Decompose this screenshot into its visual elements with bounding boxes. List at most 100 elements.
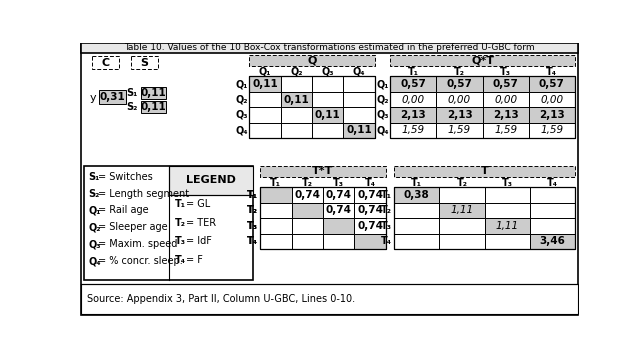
Text: T₂: T₂ xyxy=(247,206,258,215)
Text: 0,57: 0,57 xyxy=(493,79,519,89)
Bar xyxy=(529,76,575,92)
Text: 0,00: 0,00 xyxy=(494,94,517,105)
Text: 2,13: 2,13 xyxy=(447,110,473,120)
Bar xyxy=(354,234,386,249)
Text: T: T xyxy=(481,166,489,176)
Bar xyxy=(390,76,575,138)
Bar xyxy=(354,187,386,203)
Text: = GL: = GL xyxy=(186,199,210,209)
Text: Q₁: Q₁ xyxy=(88,206,100,215)
Text: 1,11: 1,11 xyxy=(450,206,473,215)
Text: 0,57: 0,57 xyxy=(447,79,473,89)
Bar xyxy=(437,107,483,123)
Bar xyxy=(131,56,158,69)
Text: Q₄: Q₄ xyxy=(235,125,248,135)
Text: 0,74: 0,74 xyxy=(357,206,383,215)
Bar xyxy=(439,234,485,249)
Bar xyxy=(390,107,437,123)
Bar xyxy=(323,203,354,218)
Bar xyxy=(323,218,354,234)
Text: T₄: T₄ xyxy=(547,178,557,188)
Bar xyxy=(168,166,253,195)
Text: 0,00: 0,00 xyxy=(448,94,471,105)
Text: 0,74: 0,74 xyxy=(325,190,352,200)
Text: 0,11: 0,11 xyxy=(140,88,166,98)
Bar xyxy=(343,92,375,107)
Bar xyxy=(394,166,575,176)
Bar xyxy=(343,76,375,92)
Bar xyxy=(483,123,529,138)
Bar xyxy=(84,166,253,280)
Text: 0,11: 0,11 xyxy=(347,125,372,135)
Bar xyxy=(354,234,386,249)
Text: = F: = F xyxy=(186,255,203,265)
Bar xyxy=(281,92,312,107)
Bar xyxy=(394,203,439,218)
Text: T₂: T₂ xyxy=(454,67,465,77)
Text: 1,59: 1,59 xyxy=(448,125,471,135)
Bar xyxy=(141,101,166,113)
Bar xyxy=(354,218,386,234)
Text: Q₃: Q₃ xyxy=(235,110,248,120)
Text: Source: Appendix 3, Part II, Column U-GBC, Lines 0-10.: Source: Appendix 3, Part II, Column U-GB… xyxy=(87,294,355,304)
Text: Q₃: Q₃ xyxy=(376,110,389,120)
Bar xyxy=(354,203,386,218)
Bar xyxy=(291,234,323,249)
Text: T₃: T₃ xyxy=(175,236,186,246)
Text: 1,11: 1,11 xyxy=(496,221,519,231)
Text: S₂: S₂ xyxy=(88,189,100,198)
Bar xyxy=(291,218,323,234)
Text: y: y xyxy=(89,93,96,103)
Text: T₃: T₃ xyxy=(247,221,258,231)
Text: Q₁: Q₁ xyxy=(258,67,271,77)
Text: T₃: T₃ xyxy=(381,221,392,231)
Bar xyxy=(99,90,126,104)
Bar xyxy=(260,187,291,203)
Text: S₂: S₂ xyxy=(127,102,138,111)
Text: T*T: T*T xyxy=(312,166,334,176)
Bar xyxy=(437,123,483,138)
Text: T₁: T₁ xyxy=(175,199,186,209)
Text: 0,31: 0,31 xyxy=(99,92,125,102)
Bar xyxy=(312,123,343,138)
Bar xyxy=(260,203,291,218)
Text: = TER: = TER xyxy=(186,218,216,228)
Text: T₃: T₃ xyxy=(333,178,344,188)
Text: 1,59: 1,59 xyxy=(402,125,425,135)
Bar xyxy=(291,218,323,234)
Text: T₃: T₃ xyxy=(247,221,258,231)
Bar xyxy=(291,203,323,218)
Text: T₂: T₂ xyxy=(175,218,186,228)
Bar xyxy=(390,55,575,66)
Bar xyxy=(343,107,375,123)
Bar xyxy=(437,76,483,92)
Text: 0,57: 0,57 xyxy=(539,79,565,89)
Bar xyxy=(394,187,439,203)
Text: 2,13: 2,13 xyxy=(401,110,426,120)
Text: T₄: T₄ xyxy=(365,178,376,188)
Text: 0,74: 0,74 xyxy=(325,206,352,215)
Bar xyxy=(394,218,439,234)
Bar xyxy=(249,76,281,92)
Bar xyxy=(312,76,343,92)
Text: Q₄: Q₄ xyxy=(88,256,100,266)
Text: T₁: T₁ xyxy=(270,178,282,188)
Bar xyxy=(249,92,281,107)
Text: 0,11: 0,11 xyxy=(140,102,166,111)
Bar xyxy=(323,203,354,218)
Text: = Rail age: = Rail age xyxy=(98,206,149,215)
Bar xyxy=(323,218,354,234)
Bar xyxy=(439,203,485,218)
Text: Q₃: Q₃ xyxy=(322,67,334,77)
Bar xyxy=(354,234,386,249)
Bar xyxy=(323,234,354,249)
Text: 0,11: 0,11 xyxy=(252,79,278,89)
Bar xyxy=(529,123,575,138)
Bar xyxy=(260,203,291,218)
Text: T₁: T₁ xyxy=(247,190,258,200)
Bar xyxy=(291,203,323,218)
Text: 2,13: 2,13 xyxy=(493,110,518,120)
Text: 2,13: 2,13 xyxy=(539,110,565,120)
Bar xyxy=(141,87,166,99)
Bar xyxy=(483,92,529,107)
